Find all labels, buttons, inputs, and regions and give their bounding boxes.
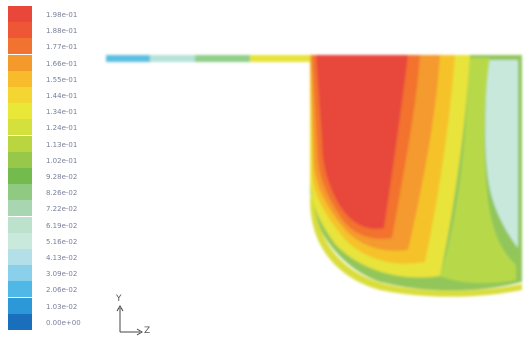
inlet-band-cyan <box>106 55 150 62</box>
legend-swatch <box>8 135 32 152</box>
legend-swatch <box>8 38 32 55</box>
legend-tick-label: 1.98e-01 <box>46 11 78 19</box>
legend-swatch <box>8 313 32 330</box>
legend-tick-label: 9.28e-02 <box>46 173 78 181</box>
inlet-band-light <box>150 55 195 62</box>
legend-tick-label: 1.77e-01 <box>46 43 78 52</box>
legend-swatch <box>8 249 32 265</box>
legend-swatch <box>8 54 32 71</box>
legend-swatch <box>8 151 32 168</box>
legend-swatch <box>8 265 32 282</box>
axis-triad: Y Z <box>110 294 160 340</box>
region-mid-green <box>440 58 516 284</box>
legend-tick-label: 1.66e-01 <box>46 59 78 68</box>
legend-tick-label: 1.88e-01 <box>46 27 78 36</box>
legend-swatch <box>8 168 32 184</box>
inlet-band-yellow <box>250 55 310 62</box>
legend-tick-label: 6.19e-02 <box>46 221 78 230</box>
region-light-cyan <box>485 60 518 248</box>
legend-swatch <box>8 200 32 217</box>
y-axis-label: Y <box>116 294 122 304</box>
legend-tick-label: 8.26e-02 <box>46 189 78 198</box>
legend-swatch <box>8 184 32 201</box>
legend-swatch <box>8 70 32 87</box>
legend-tick-label: 5.16e-02 <box>46 237 78 246</box>
z-axis-arrowhead <box>136 328 143 336</box>
legend-swatch <box>8 22 32 39</box>
legend-swatch <box>8 281 32 298</box>
legend-tick-label: 1.44e-01 <box>46 92 78 100</box>
legend-tick-label: 0.00e+00 <box>46 318 81 327</box>
legend-tick-label: 1.55e-01 <box>46 75 78 84</box>
legend-swatch <box>8 232 32 249</box>
legend-tick-label: 1.02e-01 <box>46 156 78 165</box>
color-scale-legend: 1.98e-01 1.88e-01 1.77e-01 1.66e-01 1.55e-01… <box>8 6 128 346</box>
legend-swatch <box>8 216 32 233</box>
region-red-core <box>316 55 408 229</box>
legend-tick-label: 1.34e-01 <box>46 108 78 117</box>
legend-tick-label: 3.09e-02 <box>46 270 78 279</box>
y-axis-arrowhead <box>116 305 124 312</box>
legend-tick-label: 1.03e-02 <box>46 302 78 311</box>
legend-tick-label: 4.13e-02 <box>46 254 78 262</box>
legend-swatch <box>8 103 32 120</box>
legend-tick-label: 1.24e-01 <box>46 124 78 133</box>
legend-swatch <box>8 297 32 314</box>
legend-swatch <box>8 6 32 22</box>
z-axis-label: Z <box>144 326 151 336</box>
legend-tick-label: 7.22e-02 <box>46 205 78 214</box>
legend-tick-label: 1.13e-01 <box>46 140 78 149</box>
legend-swatch <box>8 87 32 103</box>
legend-tick-label: 2.06e-02 <box>46 286 78 295</box>
legend-swatch <box>8 119 32 136</box>
